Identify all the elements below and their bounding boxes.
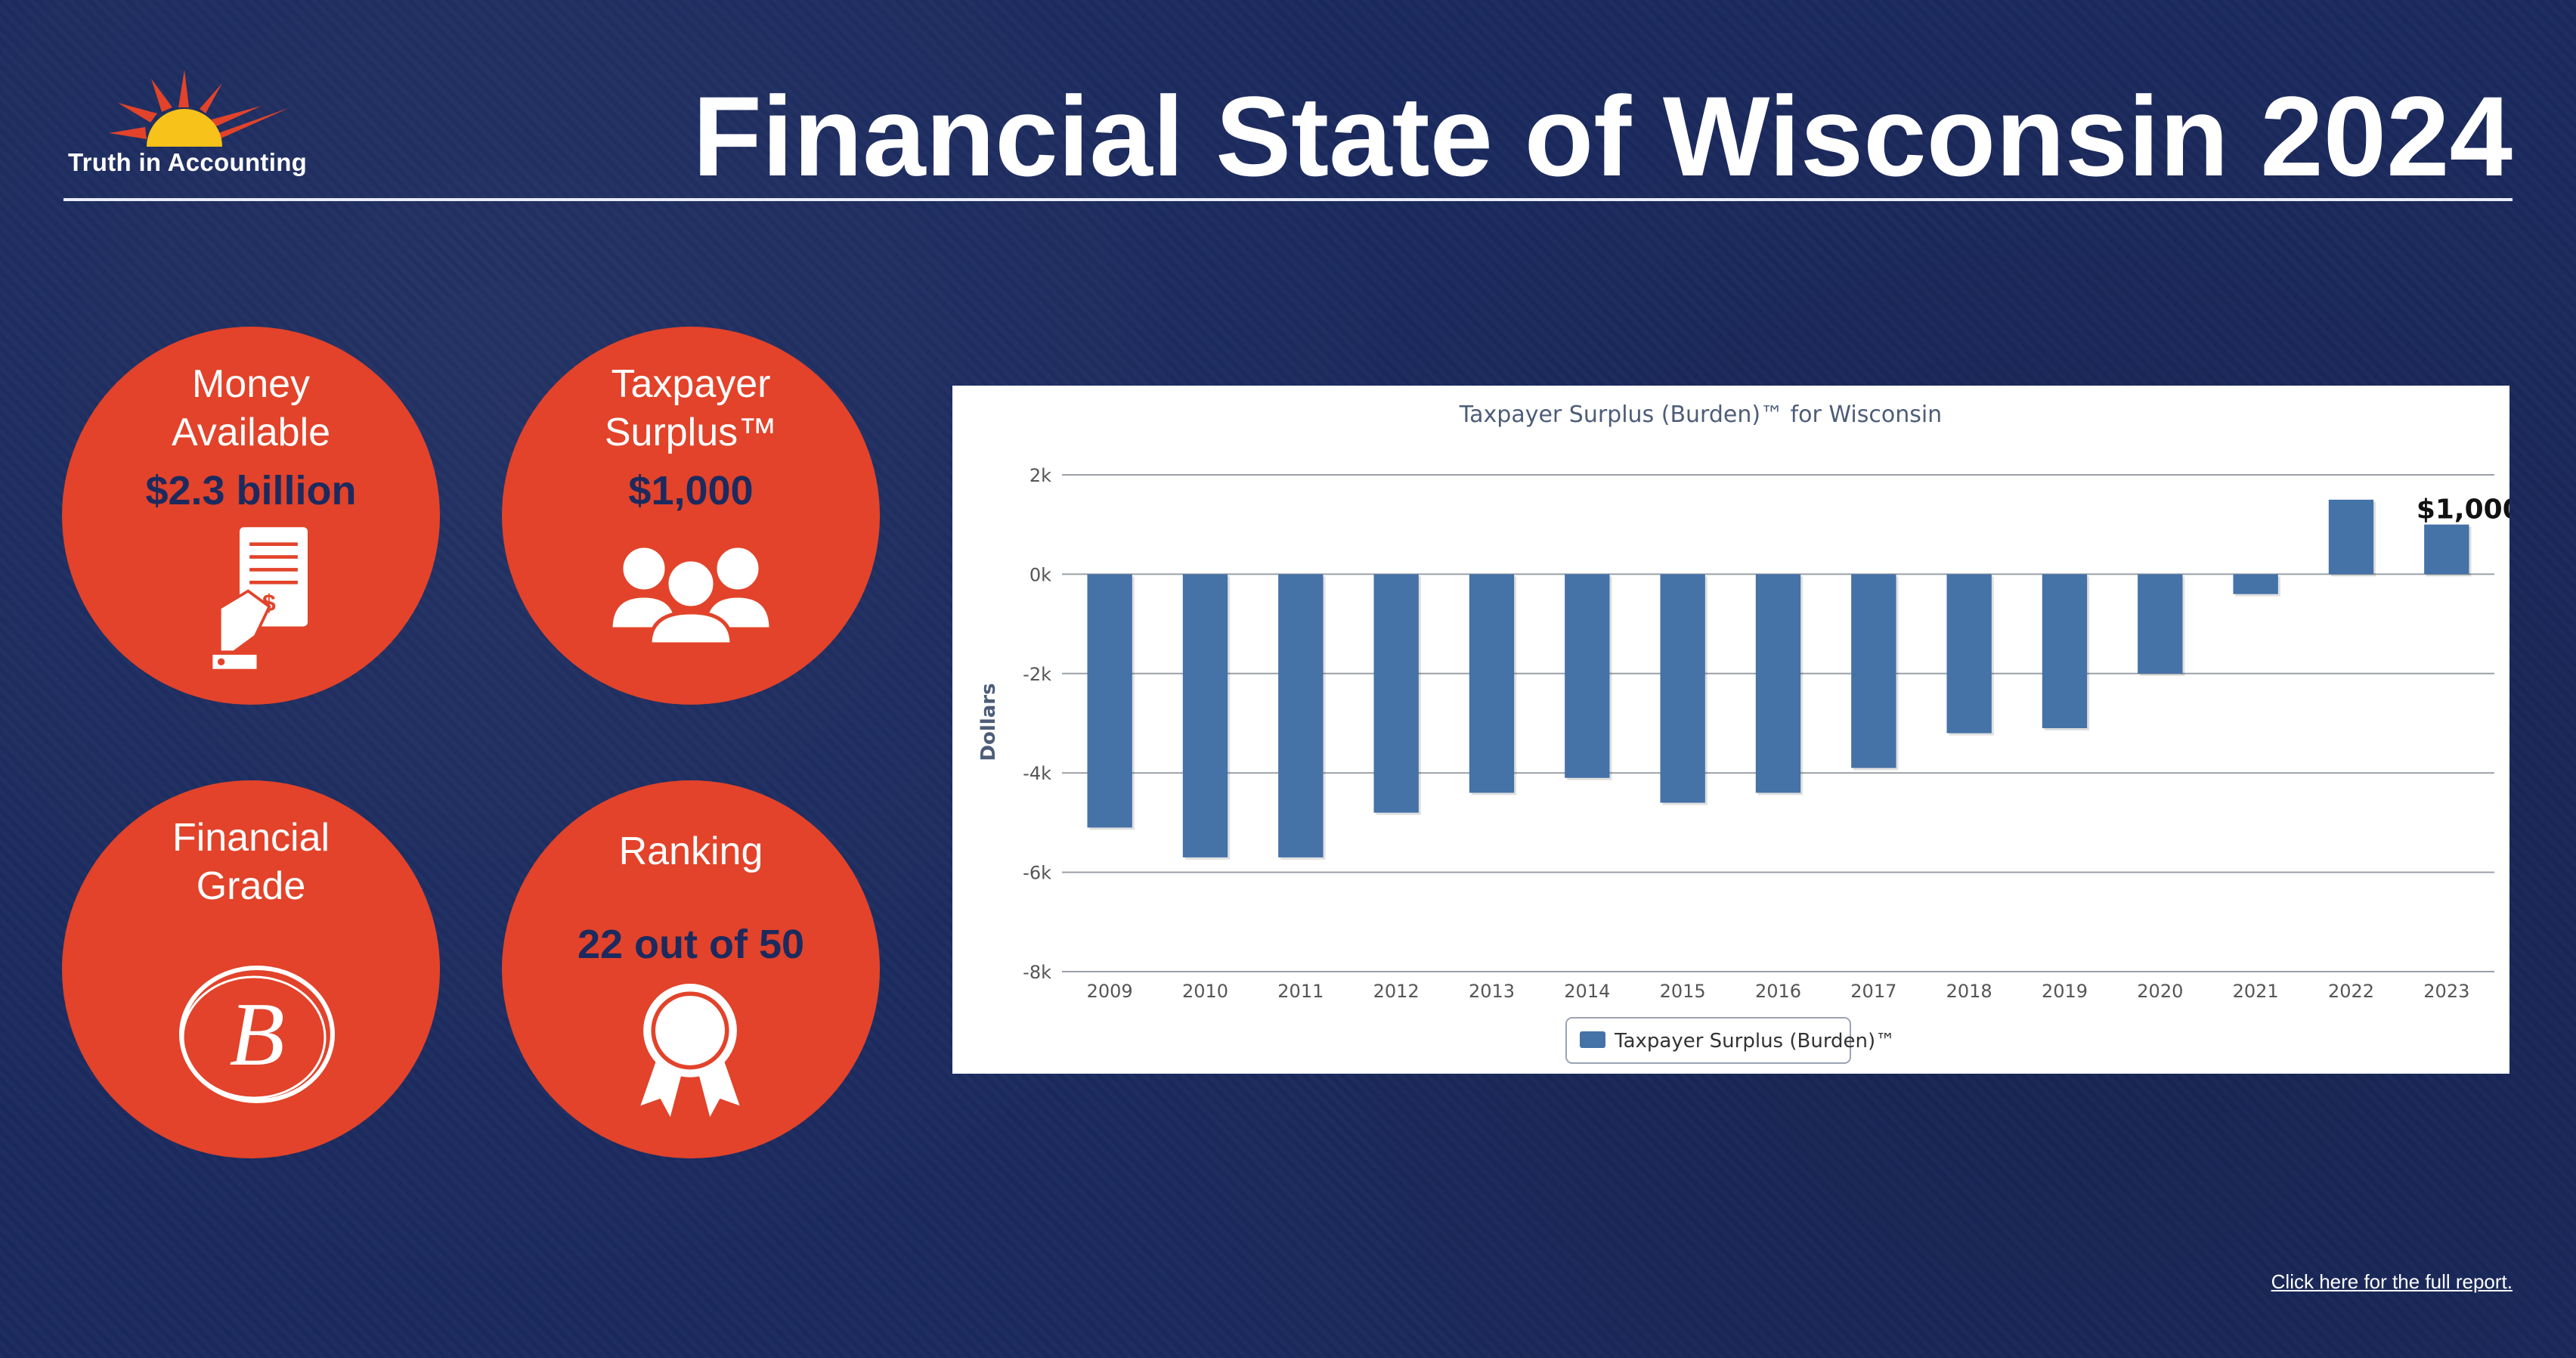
y-tick-label: 2k: [1029, 465, 1051, 486]
header-divider: [63, 198, 2513, 201]
x-tick-label: 2019: [2042, 981, 2088, 1002]
bar-2013[interactable]: [1469, 574, 1515, 793]
bar-2023[interactable]: [2424, 524, 2469, 575]
y-tick-label: -4k: [1023, 763, 1051, 784]
data-label-2023: $1,000: [2417, 495, 2509, 526]
svg-text:B: B: [229, 984, 284, 1084]
bar-2010[interactable]: [1182, 574, 1228, 857]
grade-label-2: Grade: [196, 864, 306, 908]
bar-2018[interactable]: [1946, 574, 1992, 733]
x-tick-label: 2009: [1087, 981, 1133, 1002]
bar-2011[interactable]: [1278, 574, 1324, 857]
chart-title: Taxpayer Surplus (Burden)™ for Wisconsin: [1459, 402, 1942, 428]
y-tick-label: -6k: [1023, 863, 1051, 884]
money-available-tile: Money Available $2.3 billion $: [62, 327, 440, 705]
y-tick-label: -8k: [1023, 962, 1051, 983]
page-title: Financial State of Wisconsin 2024: [692, 73, 2513, 200]
bar-2015[interactable]: [1660, 574, 1705, 803]
bar-2012[interactable]: [1373, 574, 1419, 813]
x-tick-label: 2016: [1755, 981, 1801, 1002]
people-group-icon: [608, 544, 773, 646]
bar-2021[interactable]: [2233, 574, 2278, 594]
financial-grade-tile: Financial Grade B: [62, 780, 440, 1158]
x-tick-label: 2015: [1660, 981, 1706, 1002]
x-tick-label: 2022: [2328, 981, 2374, 1002]
logo-text: Truth in Accounting: [68, 148, 308, 176]
money-value: $2.3 billion: [145, 468, 357, 513]
x-tick-label: 2011: [1277, 981, 1324, 1002]
x-tick-label: 2014: [1564, 981, 1610, 1002]
surplus-label-2: Surplus™: [604, 411, 778, 454]
surplus-value: $1,000: [628, 468, 754, 513]
bar-2016[interactable]: [1755, 574, 1801, 793]
x-tick-label: 2013: [1469, 981, 1515, 1002]
x-tick-label: 2017: [1850, 981, 1896, 1002]
y-tick-label: 0k: [1029, 564, 1051, 585]
receipt-hand-icon: $: [212, 527, 308, 669]
circled-grade-b-icon: B: [179, 966, 335, 1103]
y-axis-label: Dollars: [977, 683, 1000, 761]
bar-2009[interactable]: [1087, 574, 1132, 828]
chart-panel: Taxpayer Surplus (Burden)™ for Wisconsin…: [952, 386, 2509, 1074]
ranking-tile: Ranking 22 out of 50: [502, 780, 880, 1158]
chart-legend[interactable]: Taxpayer Surplus (Burden)™: [1565, 1017, 1895, 1064]
legend-label: Taxpayer Surplus (Burden)™: [1614, 1030, 1895, 1053]
bar-2022[interactable]: [2328, 499, 2374, 575]
sun-logo-icon[interactable]: [63, 64, 305, 184]
ranking-label: Ranking: [618, 829, 763, 873]
surplus-label-1: Taxpayer: [611, 362, 771, 406]
full-report-link[interactable]: Click here for the full report.: [2271, 1270, 2513, 1293]
taxpayer-surplus-tile: Taxpayer Surplus™ $1,000: [502, 327, 880, 705]
x-tick-label: 2012: [1373, 981, 1420, 1002]
bar-2014[interactable]: [1565, 574, 1610, 778]
bar-2017[interactable]: [1851, 574, 1896, 768]
legend-swatch: [1580, 1031, 1605, 1048]
taxpayer-surplus-chart: Taxpayer Surplus (Burden)™ for Wisconsin…: [977, 402, 2509, 1064]
y-tick-label: -2k: [1023, 664, 1051, 685]
money-label-1: Money: [191, 362, 311, 406]
x-tick-label: 2018: [1946, 981, 1992, 1002]
bar-2020[interactable]: [2138, 574, 2183, 674]
bar-2019[interactable]: [2042, 574, 2088, 729]
money-label-2: Available: [171, 411, 331, 454]
x-tick-label: 2010: [1182, 981, 1228, 1002]
grade-label-1: Financial: [172, 816, 330, 860]
x-tick-label: 2021: [2233, 981, 2279, 1002]
award-ribbon-icon: [640, 984, 740, 1118]
x-tick-label: 2023: [2423, 981, 2469, 1002]
ranking-value: 22 out of 50: [577, 922, 805, 967]
x-tick-label: 2020: [2137, 981, 2183, 1002]
